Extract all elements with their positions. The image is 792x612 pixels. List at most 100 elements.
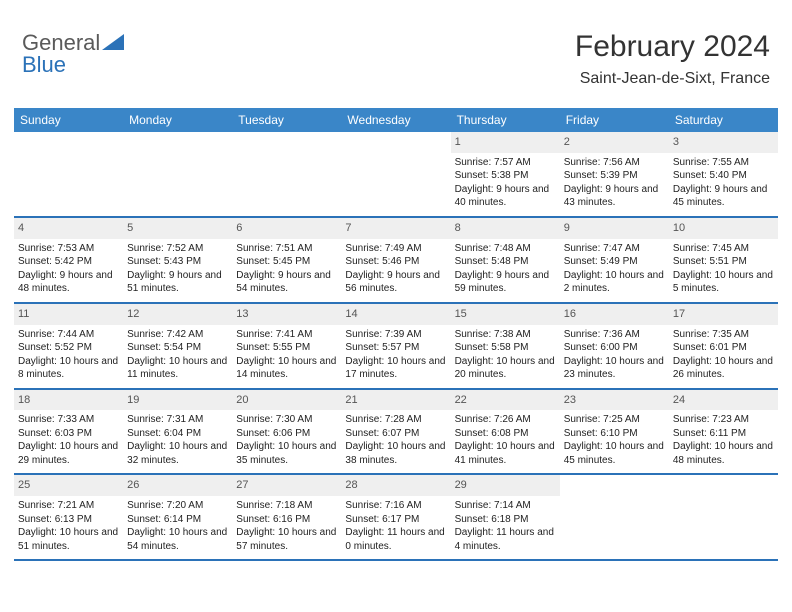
weeks-container: 1Sunrise: 7:57 AMSunset: 5:38 PMDaylight… — [14, 132, 778, 561]
day-number: 3 — [669, 132, 778, 153]
sunrise-line: Sunrise: 7:41 AM — [236, 328, 337, 342]
day-19: 19Sunrise: 7:31 AMSunset: 6:04 PMDayligh… — [123, 390, 232, 474]
sunset-line: Sunset: 6:03 PM — [18, 427, 119, 441]
sunset-line: Sunset: 6:01 PM — [673, 341, 774, 355]
sunrise-line: Sunrise: 7:20 AM — [127, 499, 228, 513]
sunset-line: Sunset: 6:00 PM — [564, 341, 665, 355]
daylight-line: Daylight: 10 hours and 48 minutes. — [673, 440, 774, 467]
sunset-line: Sunset: 6:13 PM — [18, 513, 119, 527]
sunset-line: Sunset: 6:04 PM — [127, 427, 228, 441]
day-22: 22Sunrise: 7:26 AMSunset: 6:08 PMDayligh… — [451, 390, 560, 474]
day-number: 13 — [232, 304, 341, 325]
week-row: 4Sunrise: 7:53 AMSunset: 5:42 PMDaylight… — [14, 218, 778, 304]
day-27: 27Sunrise: 7:18 AMSunset: 6:16 PMDayligh… — [232, 475, 341, 559]
sunrise-line: Sunrise: 7:49 AM — [345, 242, 446, 256]
calendar: SundayMondayTuesdayWednesdayThursdayFrid… — [14, 108, 778, 561]
day-number: 29 — [451, 475, 560, 496]
day-number: 12 — [123, 304, 232, 325]
sunset-line: Sunset: 5:51 PM — [673, 255, 774, 269]
daylight-line: Daylight: 11 hours and 4 minutes. — [455, 526, 556, 553]
brand-part2: Blue — [22, 52, 66, 77]
day-number: 4 — [14, 218, 123, 239]
day-8: 8Sunrise: 7:48 AMSunset: 5:48 PMDaylight… — [451, 218, 560, 302]
daylight-line: Daylight: 10 hours and 26 minutes. — [673, 355, 774, 382]
sunset-line: Sunset: 6:06 PM — [236, 427, 337, 441]
sunrise-line: Sunrise: 7:48 AM — [455, 242, 556, 256]
day-number: 24 — [669, 390, 778, 411]
day-number: 17 — [669, 304, 778, 325]
sunset-line: Sunset: 5:45 PM — [236, 255, 337, 269]
daylight-line: Daylight: 10 hours and 8 minutes. — [18, 355, 119, 382]
weekday-monday: Monday — [123, 108, 232, 132]
day-4: 4Sunrise: 7:53 AMSunset: 5:42 PMDaylight… — [14, 218, 123, 302]
day-5: 5Sunrise: 7:52 AMSunset: 5:43 PMDaylight… — [123, 218, 232, 302]
daylight-line: Daylight: 10 hours and 29 minutes. — [18, 440, 119, 467]
location: Saint-Jean-de-Sixt, France — [575, 70, 770, 88]
day-number: 9 — [560, 218, 669, 239]
daylight-line: Daylight: 10 hours and 54 minutes. — [127, 526, 228, 553]
day-15: 15Sunrise: 7:38 AMSunset: 5:58 PMDayligh… — [451, 304, 560, 388]
day-number: 6 — [232, 218, 341, 239]
day-number: 21 — [341, 390, 450, 411]
sunrise-line: Sunrise: 7:31 AM — [127, 413, 228, 427]
sunset-line: Sunset: 5:57 PM — [345, 341, 446, 355]
weekday-saturday: Saturday — [669, 108, 778, 132]
sunset-line: Sunset: 6:18 PM — [455, 513, 556, 527]
day-18: 18Sunrise: 7:33 AMSunset: 6:03 PMDayligh… — [14, 390, 123, 474]
day-28: 28Sunrise: 7:16 AMSunset: 6:17 PMDayligh… — [341, 475, 450, 559]
sunrise-line: Sunrise: 7:14 AM — [455, 499, 556, 513]
brand-triangle-icon — [102, 32, 124, 50]
sunset-line: Sunset: 6:14 PM — [127, 513, 228, 527]
week-row: 25Sunrise: 7:21 AMSunset: 6:13 PMDayligh… — [14, 475, 778, 561]
day-20: 20Sunrise: 7:30 AMSunset: 6:06 PMDayligh… — [232, 390, 341, 474]
day-29: 29 Sunrise: 7:14 AMSunset: 6:18 PMDayligh… — [451, 475, 560, 559]
day-empty — [232, 132, 341, 216]
sunset-line: Sunset: 5:55 PM — [236, 341, 337, 355]
daylight-line: Daylight: 10 hours and 17 minutes. — [345, 355, 446, 382]
sunrise-line: Sunrise: 7:30 AM — [236, 413, 337, 427]
daylight-line: Daylight: 10 hours and 35 minutes. — [236, 440, 337, 467]
sunrise-line: Sunrise: 7:52 AM — [127, 242, 228, 256]
day-number: 28 — [341, 475, 450, 496]
day-number: 25 — [14, 475, 123, 496]
day-9: 9Sunrise: 7:47 AMSunset: 5:49 PMDaylight… — [560, 218, 669, 302]
day-25: 25Sunrise: 7:21 AMSunset: 6:13 PMDayligh… — [14, 475, 123, 559]
day-7: 7Sunrise: 7:49 AMSunset: 5:46 PMDaylight… — [341, 218, 450, 302]
day-number: 11 — [14, 304, 123, 325]
daylight-line: Daylight: 10 hours and 45 minutes. — [564, 440, 665, 467]
sunset-line: Sunset: 5:38 PM — [455, 169, 556, 183]
sunset-line: Sunset: 5:58 PM — [455, 341, 556, 355]
daylight-line: Daylight: 10 hours and 14 minutes. — [236, 355, 337, 382]
daylight-line: Daylight: 9 hours and 48 minutes. — [18, 269, 119, 296]
day-number: 10 — [669, 218, 778, 239]
day-14: 14Sunrise: 7:39 AMSunset: 5:57 PMDayligh… — [341, 304, 450, 388]
sunset-line: Sunset: 5:54 PM — [127, 341, 228, 355]
day-number: 22 — [451, 390, 560, 411]
week-row: 1Sunrise: 7:57 AMSunset: 5:38 PMDaylight… — [14, 132, 778, 218]
weekday-sunday: Sunday — [14, 108, 123, 132]
sunrise-line: Sunrise: 7:57 AM — [455, 156, 556, 170]
sunrise-line: Sunrise: 7:18 AM — [236, 499, 337, 513]
day-number: 15 — [451, 304, 560, 325]
day-number: 26 — [123, 475, 232, 496]
sunrise-line: Sunrise: 7:28 AM — [345, 413, 446, 427]
daylight-line: Daylight: 9 hours and 45 minutes. — [673, 183, 774, 210]
sunset-line: Sunset: 6:08 PM — [455, 427, 556, 441]
week-row: 18Sunrise: 7:33 AMSunset: 6:03 PMDayligh… — [14, 390, 778, 476]
sunrise-line: Sunrise: 7:23 AM — [673, 413, 774, 427]
day-21: 21Sunrise: 7:28 AMSunset: 6:07 PMDayligh… — [341, 390, 450, 474]
day-number: 18 — [14, 390, 123, 411]
day-2: 2Sunrise: 7:56 AMSunset: 5:39 PMDaylight… — [560, 132, 669, 216]
sunrise-line: Sunrise: 7:42 AM — [127, 328, 228, 342]
day-12: 12Sunrise: 7:42 AMSunset: 5:54 PMDayligh… — [123, 304, 232, 388]
sunrise-line: Sunrise: 7:26 AM — [455, 413, 556, 427]
sunrise-line: Sunrise: 7:25 AM — [564, 413, 665, 427]
sunrise-line: Sunrise: 7:47 AM — [564, 242, 665, 256]
daylight-line: Daylight: 9 hours and 59 minutes. — [455, 269, 556, 296]
daylight-line: Daylight: 11 hours and 0 minutes. — [345, 526, 446, 553]
day-1: 1Sunrise: 7:57 AMSunset: 5:38 PMDaylight… — [451, 132, 560, 216]
sunrise-line: Sunrise: 7:51 AM — [236, 242, 337, 256]
month-title: February 2024 — [575, 30, 770, 64]
daylight-line: Daylight: 10 hours and 32 minutes. — [127, 440, 228, 467]
day-empty — [669, 475, 778, 559]
